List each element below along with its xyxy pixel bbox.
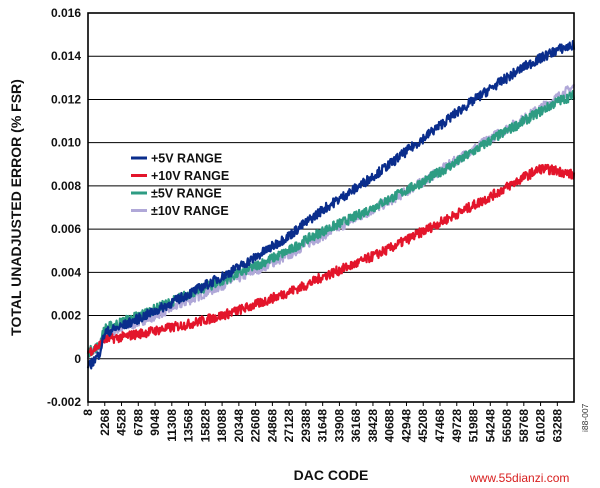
x-tick-label: 27128 [282,409,296,443]
x-tick-label: 36168 [349,409,363,443]
x-tick-label: 49728 [450,409,464,443]
series-layer [86,39,576,370]
x-tick-label: 58768 [517,409,531,443]
x-tick-label: 22608 [249,409,263,443]
x-tick-label: 61028 [534,409,548,443]
x-tick-label: 51988 [467,409,481,443]
x-tick-label: 2268 [98,409,112,436]
y-tick-label: 0.016 [51,6,81,20]
x-tick-label: 47468 [433,409,447,443]
x-axis-title: DAC CODE [294,467,369,483]
y-axis-title: TOTAL UNADJUSTED ERROR (% FSR) [8,79,24,336]
x-tick-label: 54248 [483,409,497,443]
x-tick-label: 4528 [115,409,129,436]
x-tick-label: 6788 [131,409,145,436]
x-tick-label: 24868 [265,409,279,443]
series-line [86,89,576,358]
y-tick-label: 0.012 [51,92,81,106]
y-tick-label: 0 [74,352,81,366]
x-tick-label: 9048 [148,409,162,436]
x-tick-label: 15828 [198,409,212,443]
legend-label: ±5V RANGE [151,187,222,201]
y-tick-label: -0.002 [47,395,81,409]
x-tick-label: 38428 [366,409,380,443]
y-tick-label: 0.008 [51,179,81,193]
legend-label: +5V RANGE [151,152,222,166]
x-tick-label: 20348 [232,409,246,443]
x-tick-label: 42948 [399,409,413,443]
x-tick-label: 8 [81,409,95,416]
y-tick-labels: 0.016 0.014 0.012 0.010 0.008 0.006 0.004 0.002… [47,6,81,409]
x-tick-label: 63288 [550,409,564,443]
x-tick-label: 29388 [299,409,313,443]
x-tick-labels: 8 2268 4528 6788 9048 11308 13568 15828 18088 203… [81,402,564,442]
y-tick-label: 0.002 [51,309,81,323]
legend: +5V RANGE +10V RANGE ±5V RANGE ±10V RANGE [131,152,229,218]
legend-label: +10V RANGE [151,169,229,183]
y-tick-label: 0.010 [51,136,81,150]
y-tick-label: 0.006 [51,222,81,236]
y-tick-label: 0.014 [51,49,81,63]
x-tick-label: 40688 [383,409,397,443]
series-line [86,163,576,357]
x-tick-label: 31648 [316,409,330,443]
x-tick-label: 13568 [182,409,196,443]
x-tick-label: 56508 [500,409,514,443]
plot-frame [87,12,575,403]
watermark-text: www.55dianzi.com [469,471,569,485]
series-line [86,84,576,360]
y-tick-label: 0.004 [51,265,81,279]
legend-label: ±10V RANGE [151,204,229,218]
x-tick-label: 33908 [332,409,346,443]
x-tick-label: 18088 [215,409,229,443]
x-tick-label: 11308 [165,409,179,442]
x-tick-label: 45208 [416,409,430,443]
series-line [86,39,576,370]
figure-code: i88-007 [580,403,590,432]
